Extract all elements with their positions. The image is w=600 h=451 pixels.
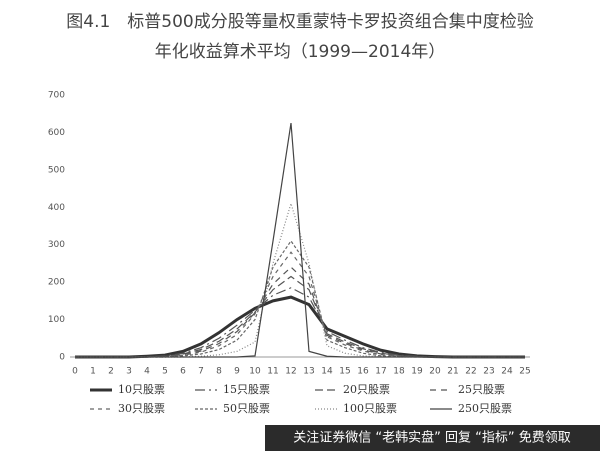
series-line	[75, 266, 525, 358]
x-tick-label: 6	[180, 367, 186, 377]
series-line	[75, 287, 525, 358]
series-line	[75, 239, 525, 358]
y-tick-label: 700	[48, 91, 65, 101]
x-tick-label: 18	[393, 367, 405, 377]
y-tick-label: 0	[59, 353, 65, 363]
x-tick-label: 20	[429, 367, 441, 377]
watermark: 关注证券微信 “老韩实盘” 回复 “指标” 免费领取	[293, 430, 570, 446]
series-line	[75, 295, 525, 359]
x-tick-label: 21	[447, 367, 458, 377]
x-tick-label: 3	[126, 367, 132, 377]
series-line	[75, 122, 525, 358]
x-tick-label: 15	[339, 367, 350, 377]
chart-subtitle: 年化收益算术平均（1999—2014年）	[155, 42, 446, 62]
x-tick-label: 19	[411, 367, 423, 377]
x-tick-label: 8	[216, 367, 222, 377]
y-tick-label: 400	[48, 203, 65, 213]
x-tick-label: 7	[198, 367, 204, 377]
x-tick-label: 4	[144, 367, 150, 377]
legend-label: 50只股票	[223, 402, 270, 415]
legend-label: 100只股票	[343, 402, 397, 415]
y-tick-label: 500	[48, 165, 65, 175]
watermark-bg	[265, 425, 600, 451]
y-tick-label: 600	[48, 128, 65, 138]
y-tick-label: 200	[48, 278, 65, 288]
y-tick-label: 300	[48, 240, 65, 250]
x-tick-label: 23	[483, 367, 494, 377]
legend-label: 15只股票	[223, 383, 270, 396]
y-tick-label: 100	[48, 315, 65, 325]
x-tick-label: 25	[519, 367, 530, 377]
x-tick-label: 0	[72, 367, 78, 377]
x-tick-label: 10	[249, 367, 261, 377]
x-tick-label: 9	[234, 367, 240, 377]
x-tick-label: 24	[501, 367, 513, 377]
x-tick-label: 22	[465, 367, 476, 377]
x-tick-label: 17	[375, 367, 386, 377]
series-line	[75, 275, 525, 358]
x-tick-label: 14	[321, 367, 333, 377]
series-line	[75, 201, 525, 358]
chart-title: 图4.1 标普500成分股等量权重蒙特卡罗投资组合集中度检验	[66, 12, 533, 32]
series-line	[75, 251, 525, 358]
legend-label: 30只股票	[118, 402, 165, 415]
legend-label: 10只股票	[118, 383, 165, 396]
x-tick-label: 13	[303, 367, 314, 377]
x-tick-label: 2	[108, 367, 114, 377]
x-tick-label: 5	[162, 367, 168, 377]
legend-label: 25只股票	[458, 383, 505, 396]
x-tick-label: 12	[285, 367, 296, 377]
x-tick-label: 16	[357, 367, 369, 377]
legend-label: 20只股票	[343, 383, 390, 396]
x-tick-label: 1	[90, 367, 96, 377]
x-tick-label: 11	[267, 367, 278, 377]
legend-label: 250只股票	[458, 402, 512, 415]
